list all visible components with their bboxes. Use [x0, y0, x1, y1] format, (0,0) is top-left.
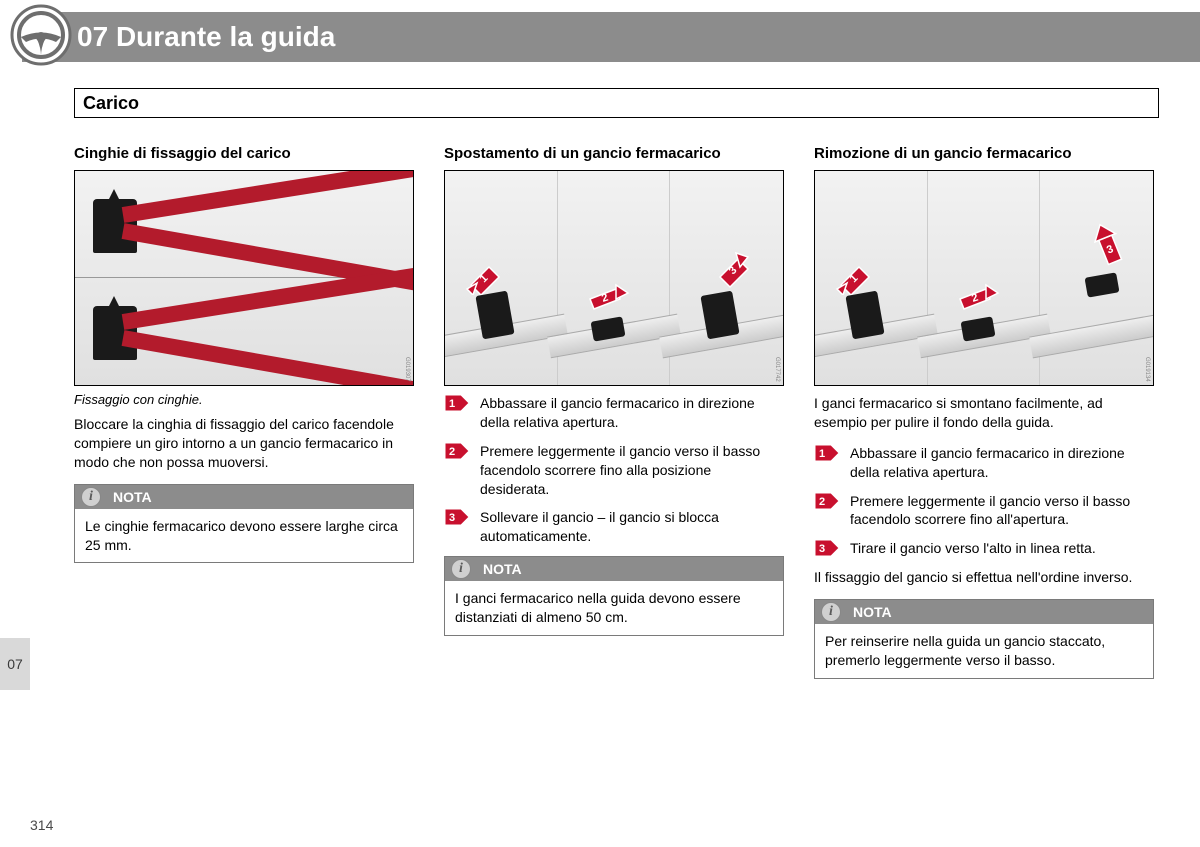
col1-nota: i NOTA Le cinghie fermacarico devono ess… — [74, 484, 414, 564]
info-icon: i — [821, 602, 841, 622]
arrow-1-icon: 1 — [465, 255, 505, 295]
column-2: Spostamento di un gancio fermacarico 1 — [444, 145, 784, 679]
svg-text:1: 1 — [449, 398, 455, 410]
manual-page: 07 Durante la guida Carico Cinghie di fi… — [0, 0, 1200, 847]
col3-nota: i NOTA Per reinserire nella guida un gan… — [814, 599, 1154, 679]
nota-label: NOTA — [113, 489, 152, 505]
step-item: 1 Abbassare il gancio fermacarico in dir… — [814, 444, 1154, 482]
svg-text:1: 1 — [819, 448, 825, 460]
svg-text:3: 3 — [449, 512, 455, 524]
column-1: Cinghie di fissaggio del carico G019307 … — [74, 145, 414, 679]
step-text: Abbassare il gancio fermacarico in dire­… — [480, 394, 784, 432]
info-icon: i — [451, 559, 471, 579]
nota-header: i NOTA — [445, 557, 783, 581]
step-text: Abbassare il gancio fermacarico in dire­… — [850, 444, 1154, 482]
col3-figure: 1 2 — [814, 170, 1154, 386]
chapter-number: 07 — [77, 21, 108, 52]
step-badge-3: 3 — [814, 539, 840, 557]
content-columns: Cinghie di fissaggio del carico G019307 … — [74, 145, 1159, 679]
col1-body: Bloccare la cinghia di fissaggio del car… — [74, 415, 414, 472]
nota-label: NOTA — [853, 604, 892, 620]
nota-body: Per reinserire nella guida un gancio sta… — [815, 624, 1153, 678]
arrow-1-icon: 1 — [835, 255, 875, 295]
chapter-name: Durante la guida — [116, 21, 335, 52]
col1-heading: Cinghie di fissaggio del carico — [74, 145, 414, 162]
arrow-3-icon: 3 — [1094, 223, 1128, 267]
fig-code-3: G019134 — [1144, 357, 1150, 382]
fig-code-1: G019307 — [404, 357, 410, 382]
steering-wheel-icon — [10, 4, 72, 66]
section-title-text: Carico — [83, 93, 139, 114]
step-badge-1: 1 — [444, 394, 470, 412]
step-text: Tirare il gancio verso l'alto in linea r… — [850, 539, 1096, 558]
nota-label: NOTA — [483, 561, 522, 577]
step-badge-2: 2 — [444, 442, 470, 460]
step-badge-2: 2 — [814, 492, 840, 510]
step-text: Sollevare il gancio – il gancio si blocc… — [480, 508, 784, 546]
svg-text:2: 2 — [819, 496, 825, 508]
col2-steps: 1 Abbassare il gancio fermacarico in dir… — [444, 394, 784, 546]
col2-heading: Spostamento di un gancio fermacarico — [444, 145, 784, 162]
info-icon: i — [81, 487, 101, 507]
arrow-2-icon: 2 — [956, 281, 1000, 313]
col1-caption: Fissaggio con cinghie. — [74, 392, 414, 407]
col3-steps: 1 Abbassare il gancio fermacarico in dir… — [814, 444, 1154, 558]
step-item: 1 Abbassare il gancio fermacarico in dir… — [444, 394, 784, 432]
column-3: Rimozione di un gancio fermacarico 1 — [814, 145, 1154, 679]
col1-figure: G019307 — [74, 170, 414, 386]
step-item: 2 Premere leggermente il gancio verso il… — [814, 492, 1154, 530]
arrow-2-icon: 2 — [586, 281, 630, 313]
fig-code-2: G017742 — [774, 357, 780, 382]
nota-body: Le cinghie fermacarico devono essere lar… — [75, 509, 413, 563]
col2-figure: 1 2 — [444, 170, 784, 386]
col3-heading: Rimozione di un gancio fermacarico — [814, 145, 1154, 162]
col3-intro: I ganci fermacarico si smontano facilmen… — [814, 394, 1154, 432]
step-item: 3 Sollevare il gancio – il gancio si blo… — [444, 508, 784, 546]
page-number: 314 — [30, 817, 53, 833]
step-text: Premere leggermente il gancio verso il b… — [480, 442, 784, 499]
chapter-header: 07 Durante la guida — [22, 12, 1200, 62]
section-title: Carico — [74, 88, 1159, 118]
nota-header: i NOTA — [75, 485, 413, 509]
step-badge-1: 1 — [814, 444, 840, 462]
col2-nota: i NOTA I ganci fermacarico nella guida d… — [444, 556, 784, 636]
side-chapter-tab: 07 — [0, 638, 30, 690]
svg-text:3: 3 — [819, 543, 825, 555]
step-badge-3: 3 — [444, 508, 470, 526]
step-item: 3 Tirare il gancio verso l'alto in linea… — [814, 539, 1154, 558]
chapter-title: 07 Durante la guida — [77, 21, 335, 53]
col3-outro: Il fissaggio del gancio si effettua nell… — [814, 568, 1154, 587]
nota-header: i NOTA — [815, 600, 1153, 624]
side-tab-label: 07 — [7, 656, 23, 672]
svg-text:2: 2 — [449, 446, 455, 458]
step-text: Premere leggermente il gancio verso il b… — [850, 492, 1154, 530]
nota-body: I ganci fermacarico nella guida devono e… — [445, 581, 783, 635]
step-item: 2 Premere leggermente il gancio verso il… — [444, 442, 784, 499]
arrow-3-icon: 3 — [714, 249, 754, 289]
